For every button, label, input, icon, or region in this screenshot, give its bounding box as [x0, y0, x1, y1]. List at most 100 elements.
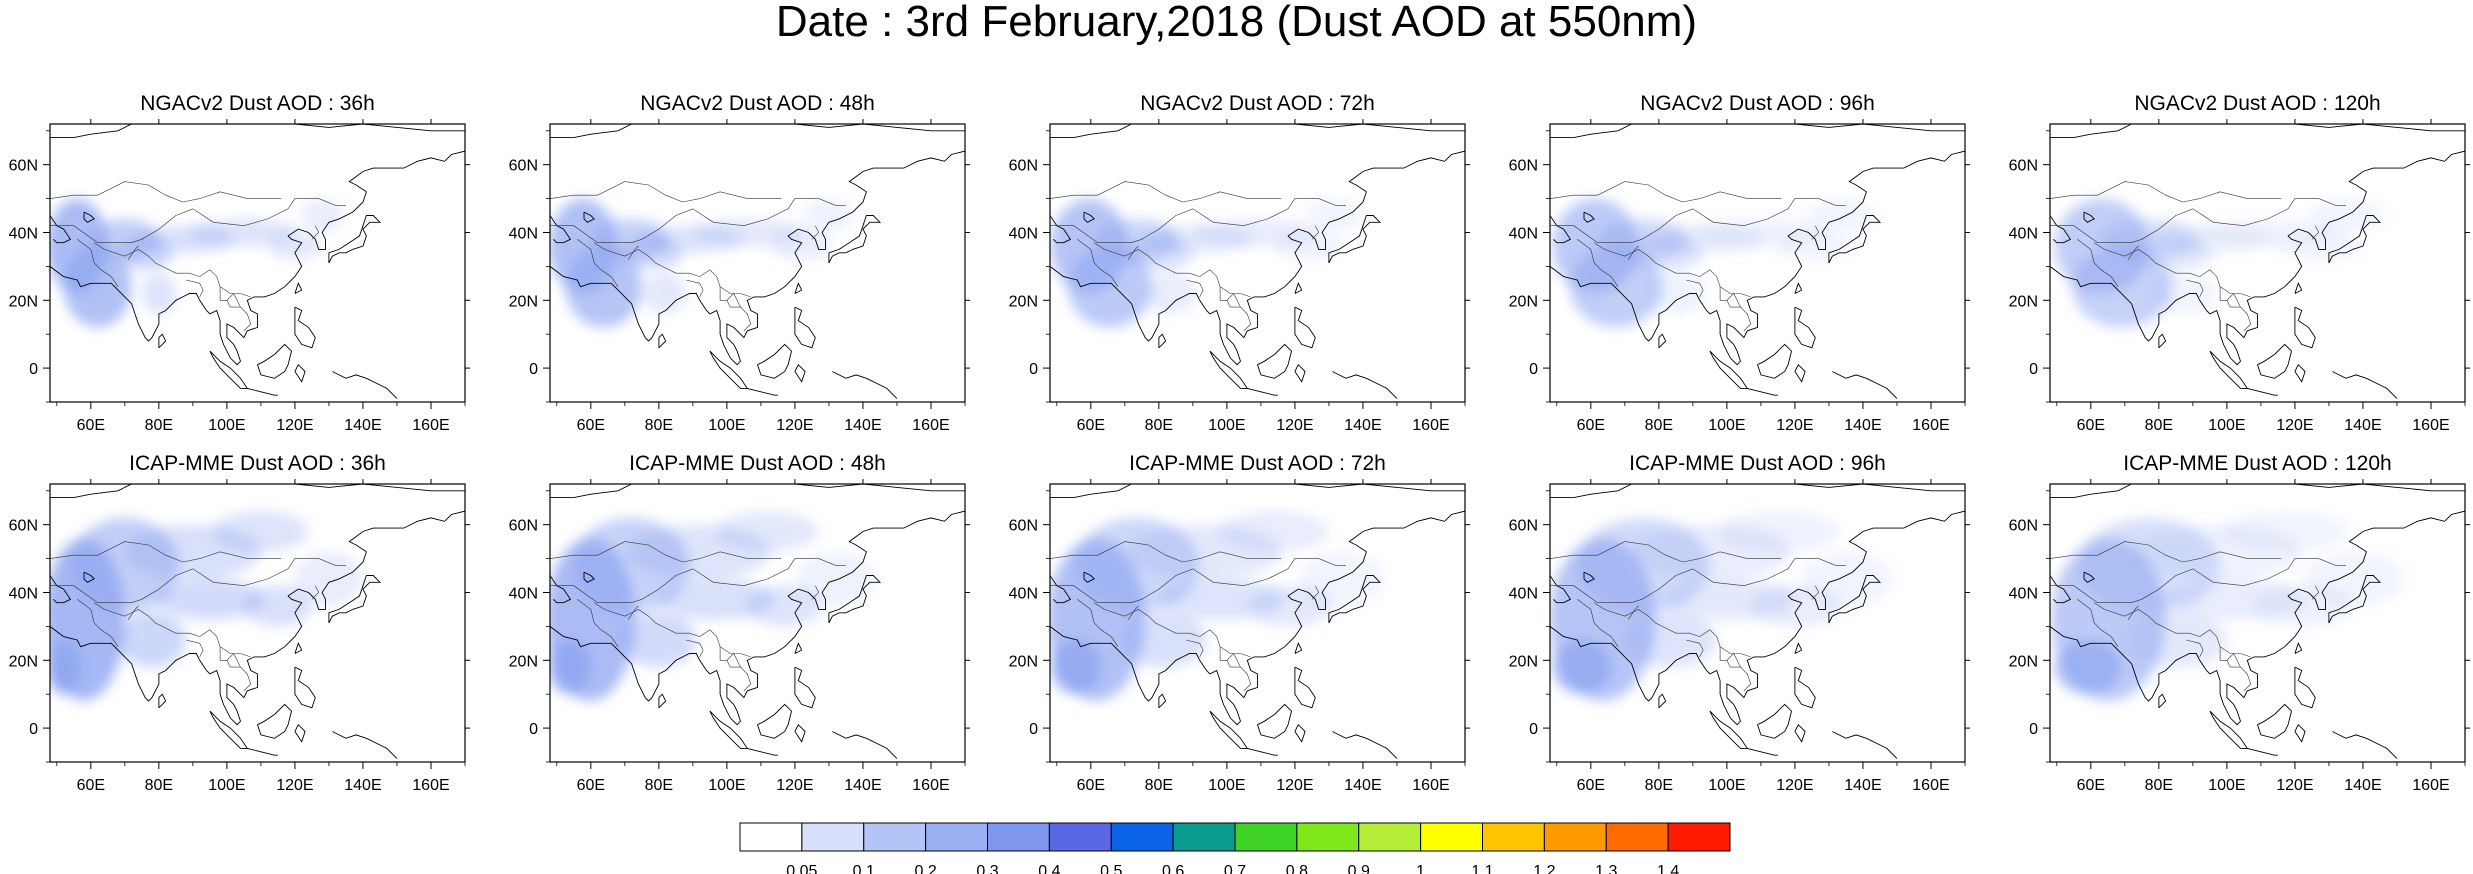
coastline: [2294, 282, 2303, 294]
country-border: [811, 225, 820, 240]
lat-tick-label: 60N: [1509, 518, 1538, 535]
country-border: [1719, 286, 1752, 332]
coastline: [747, 747, 778, 756]
panel-title: NGACv2 Dust AOD : 120h: [2134, 92, 2381, 115]
dust-plume: [2054, 639, 2122, 695]
coastline: [794, 642, 803, 654]
dust-plume: [565, 246, 642, 328]
coastline: [2294, 723, 2306, 743]
lon-tick-label: 140E: [2344, 777, 2381, 794]
country-border: [1627, 605, 1639, 620]
colorbar-label: 1: [1416, 863, 1425, 874]
lat-tick-label: 40N: [1009, 585, 1038, 602]
coastline: [1832, 371, 1898, 399]
coastlines: [50, 124, 465, 399]
coastline: [550, 150, 965, 366]
country-border: [811, 585, 820, 600]
lat-tick-label: 40N: [509, 225, 538, 242]
lon-tick-label: 160E: [412, 777, 449, 794]
dust-plume: [1569, 246, 1663, 328]
coastline: [1257, 343, 1292, 379]
coastline: [2226, 124, 2465, 132]
coastlines: [2050, 124, 2465, 399]
borders: [50, 541, 346, 692]
country-border: [226, 652, 241, 668]
dust-aod-field: [50, 198, 343, 328]
coastline: [757, 703, 792, 739]
country-border: [550, 181, 782, 203]
lon-tick-label: 80E: [1145, 777, 1173, 794]
lon-tick-label: 60E: [577, 417, 605, 434]
country-border: [577, 239, 619, 287]
country-border: [2050, 558, 2346, 603]
lon-tick-label: 100E: [2208, 417, 2245, 434]
lon-tick-label: 80E: [1645, 417, 1673, 434]
lon-tick-label: 80E: [1145, 417, 1173, 434]
coastline: [1726, 124, 1965, 132]
coastline: [332, 731, 398, 759]
country-border: [127, 605, 139, 620]
coastline: [2050, 124, 2132, 139]
colorbar-swatch: [1482, 822, 1545, 852]
borders: [1550, 541, 1846, 692]
lat-tick-label: 40N: [9, 585, 38, 602]
map-panel: 60E 80E 100E 120E 140E 160E 60N 40N 20N 0: [509, 119, 970, 434]
dust-plume: [620, 612, 697, 668]
lon-tick-label: 120E: [276, 417, 313, 434]
lat-tick-label: 20N: [2009, 293, 2038, 310]
borders: [2050, 541, 2346, 692]
colorbar-label: 0.6: [1162, 863, 1184, 874]
coastline: [257, 343, 292, 379]
dust-plume: [1647, 273, 1707, 314]
coastline: [2050, 150, 2465, 366]
lat-tick-label: 40N: [9, 225, 38, 242]
coastline: [1794, 666, 1816, 709]
coastline: [2332, 371, 2398, 399]
map-frame: [1549, 483, 1966, 763]
colorbar-label: 1.2: [1533, 863, 1555, 874]
country-border: [186, 279, 204, 298]
colorbar-swatch: [863, 822, 927, 852]
coastline: [1209, 350, 1249, 389]
country-border: [1050, 198, 1346, 243]
lon-tick-label: 120E: [1776, 417, 1813, 434]
dust-plume: [141, 273, 176, 314]
lon-tick-label: 140E: [844, 777, 881, 794]
map-frame: [2049, 123, 2466, 403]
map-frame: [549, 123, 966, 403]
country-border: [1577, 239, 1619, 287]
coastline: [2050, 484, 2132, 499]
dust-plume: [1773, 232, 1853, 260]
country-border: [219, 286, 252, 332]
lon-tick-label: 140E: [1344, 417, 1381, 434]
lon-tick-label: 140E: [1844, 777, 1881, 794]
coastline: [583, 211, 595, 223]
lon-tick-label: 140E: [1344, 777, 1381, 794]
coastline: [1709, 350, 1749, 389]
dust-aod-field: [1552, 198, 1874, 328]
coastline: [1083, 211, 1095, 223]
dust-plume: [2221, 511, 2350, 552]
lon-tick-label: 140E: [2344, 417, 2381, 434]
coastline: [2247, 747, 2278, 756]
country-border: [726, 652, 741, 668]
country-border: [686, 279, 704, 298]
dust-aod-field: [50, 511, 363, 701]
lat-tick-label: 40N: [1509, 225, 1538, 242]
dust-plume: [155, 578, 265, 620]
country-border: [50, 181, 282, 203]
lat-tick-label: 60N: [509, 158, 538, 175]
country-border: [127, 245, 139, 260]
country-border: [1726, 292, 1741, 308]
coastline: [158, 333, 167, 349]
dust-aod-field: [1050, 511, 1384, 701]
lon-tick-label: 120E: [2276, 417, 2313, 434]
country-border: [577, 599, 619, 647]
country-border: [627, 605, 639, 620]
dust-plume: [1552, 639, 1612, 695]
coastline: [1294, 306, 1316, 349]
country-border: [219, 646, 252, 692]
coastline: [2257, 703, 2292, 739]
coastline: [50, 484, 132, 499]
colorbar-label: 0.05: [786, 863, 817, 874]
